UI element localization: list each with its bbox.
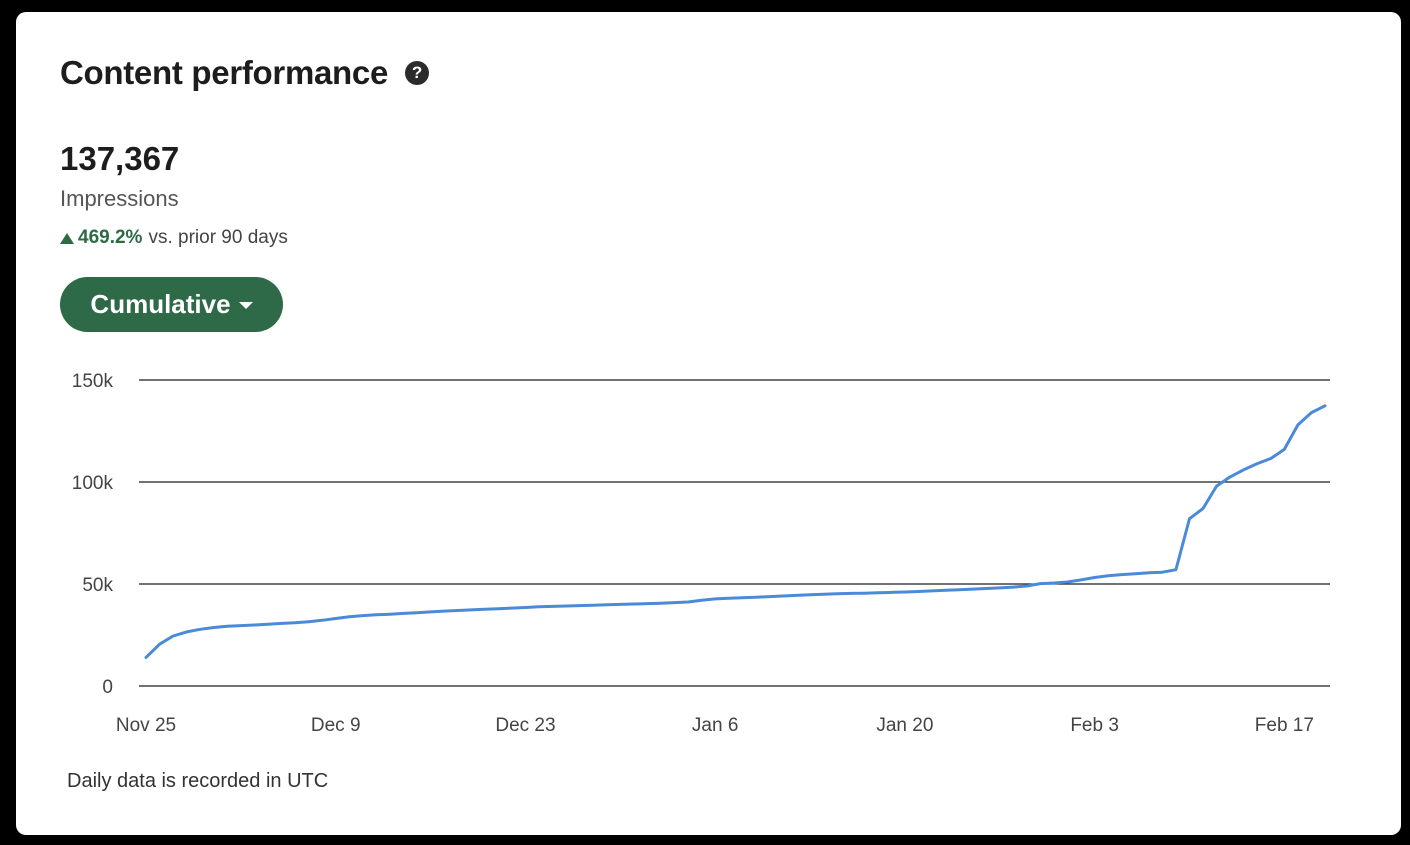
change-comparison-text: vs. prior 90 days <box>148 227 288 248</box>
card-title: Content performance <box>60 54 389 91</box>
cumulative-dropdown[interactable]: Cumulative <box>60 277 283 332</box>
utc-footnote: Daily data is recorded in UTC <box>67 770 329 792</box>
x-tick-label: Feb 17 <box>1255 715 1314 736</box>
x-tick-label: Jan 20 <box>876 715 933 736</box>
dropdown-label: Cumulative <box>90 289 231 319</box>
x-tick-label: Dec 9 <box>311 715 361 736</box>
caret-down-icon <box>238 302 253 309</box>
y-tick-label: 150k <box>72 371 114 392</box>
y-tick-label: 50k <box>82 575 113 596</box>
impressions-value: 137,367 <box>60 140 180 177</box>
x-tick-label: Jan 6 <box>692 715 738 736</box>
x-tick-label: Nov 25 <box>116 715 176 736</box>
x-tick-label: Dec 23 <box>495 715 555 736</box>
help-icon[interactable]: ? <box>405 61 430 85</box>
content-performance-card: Content performance ? 137,367 Impression… <box>16 12 1401 835</box>
impressions-label: Impressions <box>60 186 179 211</box>
impressions-series-line <box>144 404 1327 659</box>
up-arrow-icon <box>60 232 74 244</box>
change-percent: 469.2% <box>78 227 143 248</box>
impressions-line-chart: 0 50k 100k 150k Nov 25 Dec 9 Dec 23 Jan 6 Jan 20… <box>72 371 1330 736</box>
y-tick-label: 100k <box>72 473 114 494</box>
x-tick-label: Feb 3 <box>1070 715 1119 736</box>
y-tick-label: 0 <box>102 677 113 698</box>
change-indicator: 469.2% vs. prior 90 days <box>60 227 288 249</box>
title-row: Content performance ? <box>60 54 430 92</box>
